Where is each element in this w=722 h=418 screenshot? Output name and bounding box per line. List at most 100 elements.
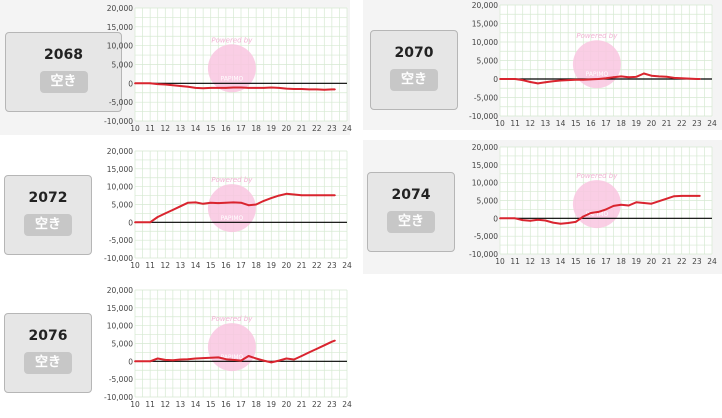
data-point bbox=[156, 357, 159, 360]
data-point bbox=[187, 201, 189, 204]
data-point bbox=[597, 78, 600, 80]
data-point bbox=[514, 78, 517, 80]
data-point bbox=[529, 81, 532, 83]
machine-number: 2074 bbox=[391, 186, 431, 203]
profit-chart: Powered by PAPIMO 20,000 15,000 10,000 5,000 0… bbox=[469, 1, 717, 128]
y-tick-label: -5,000 bbox=[109, 98, 133, 107]
machine-card[interactable]: 2072 空き bbox=[4, 175, 92, 255]
data-point bbox=[620, 203, 623, 206]
x-tick-label: 16 bbox=[221, 261, 231, 270]
data-point bbox=[224, 358, 227, 361]
data-point bbox=[567, 222, 570, 224]
data-point bbox=[597, 211, 600, 213]
data-point bbox=[544, 81, 547, 84]
y-tick-label: 20,000 bbox=[472, 143, 498, 152]
data-point bbox=[536, 218, 539, 221]
watermark-logo-icon bbox=[572, 40, 621, 89]
x-tick-label: 21 bbox=[297, 400, 307, 409]
data-point bbox=[285, 87, 288, 90]
machine-card[interactable]: 2074 空き bbox=[367, 172, 455, 252]
data-point bbox=[262, 200, 265, 202]
x-tick-label: 18 bbox=[251, 261, 261, 270]
x-tick-label: 11 bbox=[510, 119, 520, 128]
data-point bbox=[673, 195, 676, 198]
x-tick-label: 24 bbox=[342, 261, 352, 270]
machine-card[interactable]: 2068 空き bbox=[5, 32, 122, 112]
data-point bbox=[574, 221, 577, 223]
watermark-logo-icon bbox=[572, 180, 621, 229]
data-point bbox=[164, 212, 167, 215]
y-tick-label: 10,000 bbox=[107, 42, 133, 51]
data-point bbox=[665, 75, 668, 78]
data-point bbox=[240, 201, 242, 204]
watermark-logo-icon bbox=[207, 44, 256, 93]
x-tick-label: 21 bbox=[297, 261, 307, 270]
x-tick-label: 14 bbox=[191, 261, 201, 270]
data-point bbox=[277, 359, 280, 362]
data-point bbox=[270, 197, 273, 199]
x-tick-label: 15 bbox=[206, 261, 216, 270]
data-point bbox=[240, 86, 242, 89]
data-point bbox=[665, 197, 668, 200]
x-tick-label: 14 bbox=[191, 400, 201, 409]
profit-chart: Powered by PAPIMO 20,000 15,000 10,000 5,000 0… bbox=[104, 4, 352, 133]
data-point bbox=[277, 86, 280, 89]
data-point bbox=[149, 360, 152, 363]
data-point bbox=[323, 194, 326, 197]
y-tick-label: -10,000 bbox=[104, 254, 133, 263]
y-tick-label: 10,000 bbox=[107, 183, 133, 192]
x-tick-label: 16 bbox=[221, 400, 231, 409]
data-point bbox=[171, 208, 174, 211]
data-point bbox=[179, 85, 182, 87]
data-point bbox=[552, 221, 554, 224]
x-tick-label: 14 bbox=[191, 124, 201, 133]
watermark-sub: PAPIMO bbox=[221, 354, 244, 361]
x-tick-label: 23 bbox=[692, 119, 702, 128]
y-tick-label: 0 bbox=[128, 218, 133, 227]
data-point bbox=[688, 77, 691, 80]
machine-number: 2070 bbox=[394, 44, 434, 61]
data-point bbox=[232, 86, 235, 89]
x-tick-label: 20 bbox=[647, 119, 657, 128]
x-tick-label: 22 bbox=[312, 261, 322, 270]
data-point bbox=[323, 88, 326, 91]
machine-card[interactable]: 2070 空き bbox=[370, 30, 458, 110]
data-point bbox=[270, 86, 273, 89]
x-tick-label: 13 bbox=[176, 261, 186, 270]
x-tick-label: 20 bbox=[282, 400, 292, 409]
data-point bbox=[270, 361, 273, 364]
data-point bbox=[323, 344, 326, 347]
x-tick-label: 22 bbox=[677, 257, 687, 266]
machine-card[interactable]: 2076 空き bbox=[4, 313, 92, 393]
x-tick-label: 16 bbox=[221, 124, 231, 133]
x-tick-label: 15 bbox=[206, 124, 216, 133]
x-tick-label: 10 bbox=[130, 261, 140, 270]
y-tick-label: 20,000 bbox=[107, 4, 133, 13]
x-tick-label: 12 bbox=[526, 257, 536, 266]
y-tick-label: -5,000 bbox=[109, 236, 133, 245]
y-tick-label: 20,000 bbox=[107, 147, 133, 156]
data-point bbox=[202, 357, 205, 360]
y-tick-label: -5,000 bbox=[474, 94, 498, 103]
data-point bbox=[642, 72, 645, 75]
x-tick-label: 12 bbox=[161, 124, 171, 133]
watermark-sub: PAPIMO bbox=[221, 215, 244, 222]
x-tick-label: 24 bbox=[342, 124, 352, 133]
data-point bbox=[277, 194, 280, 197]
data-point bbox=[308, 194, 311, 197]
data-point bbox=[202, 202, 205, 205]
y-tick-label: 5,000 bbox=[477, 197, 499, 206]
data-point bbox=[536, 82, 539, 85]
x-tick-label: 18 bbox=[251, 400, 261, 409]
data-point bbox=[589, 212, 592, 214]
y-tick-label: 15,000 bbox=[107, 304, 133, 313]
data-point bbox=[224, 201, 227, 204]
x-tick-label: 19 bbox=[267, 261, 277, 270]
y-tick-label: 10,000 bbox=[472, 179, 498, 188]
y-tick-label: 15,000 bbox=[472, 161, 498, 170]
data-point bbox=[612, 204, 615, 207]
data-point bbox=[582, 78, 585, 81]
data-point bbox=[300, 88, 303, 90]
watermark-text: Powered by bbox=[211, 176, 253, 184]
data-point bbox=[521, 79, 524, 82]
